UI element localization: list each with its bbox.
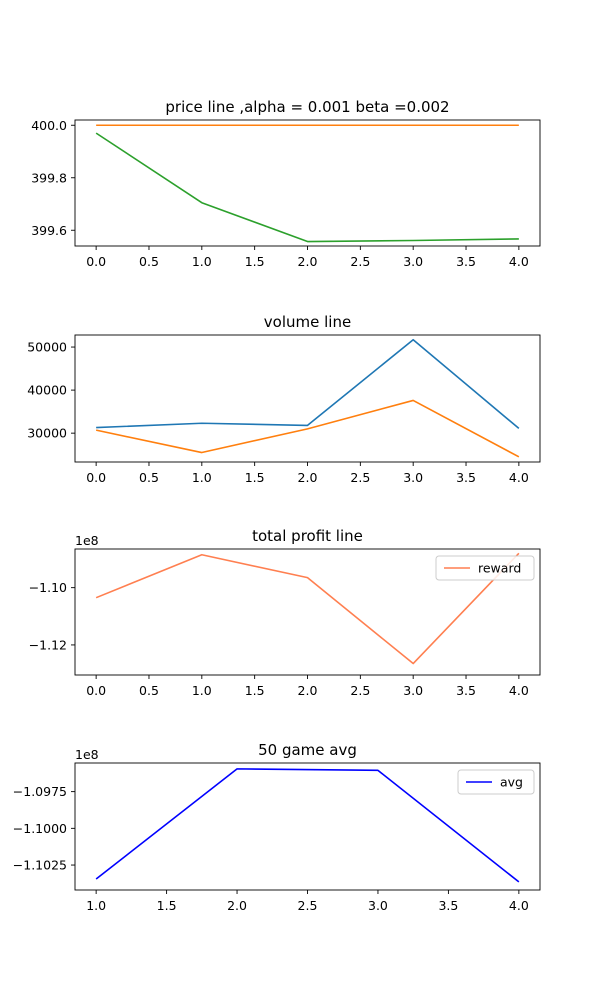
x-tick-label: 4.0 [509, 254, 529, 269]
chart-title: 50 game avg [258, 741, 357, 759]
legend-box [457, 769, 535, 795]
x-tick-label: 4.0 [509, 470, 529, 485]
x-tick-label: 3.0 [403, 470, 423, 485]
y-tick-label: 399.6 [31, 223, 67, 238]
series-line [95, 552, 520, 665]
plot-frame [74, 119, 541, 247]
x-tick-label: 1.0 [192, 470, 212, 485]
x-tick-label: 2.0 [298, 254, 318, 269]
y-tick-label: −1.12 [29, 637, 67, 652]
x-tick-label: 3.0 [403, 254, 423, 269]
x-tick-label: 3.5 [456, 683, 476, 698]
legend-label: reward [478, 561, 521, 576]
x-tick-label: 3.5 [438, 898, 458, 913]
x-tick-label: 2.5 [350, 470, 370, 485]
chart-title: total profit line [252, 527, 363, 545]
axis-offset-text: 1e8 [75, 747, 99, 762]
x-tick-label: 2.0 [298, 470, 318, 485]
x-tick-label: 1.0 [192, 683, 212, 698]
y-tick-label: −1.1000 [13, 821, 67, 836]
series-line [95, 132, 519, 243]
x-tick-label: 3.0 [368, 898, 388, 913]
x-tick-label: 0.5 [139, 683, 159, 698]
y-tick-label: −1.1025 [13, 858, 67, 873]
y-tick-label: 30000 [27, 426, 67, 441]
chart-title: price line ,alpha = 0.001 beta =0.002 [165, 98, 449, 116]
plot-frame [74, 334, 541, 463]
y-tick-label: 400.0 [31, 118, 67, 133]
x-tick-label: 2.5 [350, 254, 370, 269]
legend-label: avg [500, 775, 523, 790]
x-tick-label: 3.0 [403, 683, 423, 698]
x-tick-label: 1.0 [192, 254, 212, 269]
axis-offset-text: 1e8 [75, 533, 99, 548]
y-tick-label: 399.8 [31, 170, 67, 185]
x-tick-label: 1.5 [245, 254, 265, 269]
x-tick-label: 2.5 [298, 898, 318, 913]
x-tick-label: 0.5 [139, 470, 159, 485]
legend-box [435, 555, 535, 581]
x-tick-label: 0.0 [86, 683, 106, 698]
x-tick-label: 1.5 [245, 470, 265, 485]
x-tick-label: 0.5 [139, 254, 159, 269]
series-line [95, 399, 520, 458]
y-tick-label: 40000 [27, 383, 67, 398]
x-tick-label: 1.5 [245, 683, 265, 698]
x-tick-label: 2.0 [227, 898, 247, 913]
x-tick-label: 0.0 [86, 254, 106, 269]
x-tick-label: 1.0 [86, 898, 106, 913]
x-tick-label: 2.5 [350, 683, 370, 698]
series-line [95, 768, 520, 883]
x-tick-label: 3.5 [456, 470, 476, 485]
x-tick-label: 3.5 [456, 254, 476, 269]
x-tick-label: 4.0 [509, 898, 529, 913]
x-tick-label: 2.0 [298, 683, 318, 698]
x-tick-label: 1.5 [157, 898, 177, 913]
series-line [96, 338, 520, 430]
chart-title: volume line [264, 313, 351, 331]
x-tick-label: 4.0 [509, 683, 529, 698]
x-tick-label: 0.0 [86, 470, 106, 485]
y-tick-label: 50000 [27, 340, 67, 355]
y-tick-label: −1.10 [29, 580, 67, 595]
y-tick-label: −1.0975 [13, 784, 67, 799]
